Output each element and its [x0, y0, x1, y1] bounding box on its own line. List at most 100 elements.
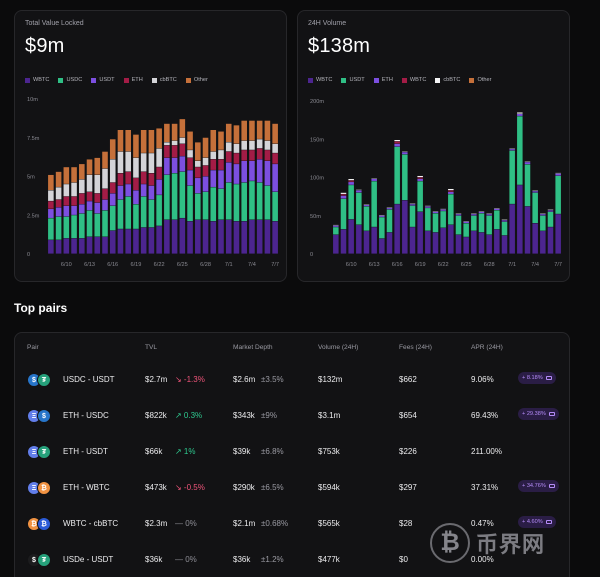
tvl-bar-segment[interactable]	[140, 227, 147, 254]
table-row[interactable]: Ξ ₿ ETH - WBTC $473k ↘ -0.5% $290k ±6.5%…	[15, 471, 569, 507]
tvl-bar-segment[interactable]	[125, 130, 131, 152]
volume-bar-segment[interactable]	[532, 223, 538, 254]
tvl-bar-segment[interactable]	[133, 190, 139, 204]
volume-bar-segment[interactable]	[356, 190, 362, 193]
tvl-bar-segment[interactable]	[117, 151, 124, 173]
volume-legend-item[interactable]: ETH	[373, 77, 393, 83]
tvl-bar-segment[interactable]	[117, 185, 124, 200]
tvl-bar-segment[interactable]	[164, 145, 170, 158]
tvl-bar-segment[interactable]	[55, 240, 62, 254]
tvl-bar-segment[interactable]	[125, 171, 131, 184]
volume-bar-segment[interactable]	[394, 140, 400, 142]
volume-bar-segment[interactable]	[494, 210, 500, 230]
tvl-bar-segment[interactable]	[233, 221, 240, 254]
tvl-bar-segment[interactable]	[63, 167, 70, 184]
volume-bar-segment[interactable]	[540, 215, 546, 231]
tvl-bar-segment[interactable]	[156, 148, 162, 167]
tvl-bar-segment[interactable]	[210, 221, 217, 254]
volume-bar-segment[interactable]	[494, 208, 500, 210]
volume-bar-segment[interactable]	[379, 238, 385, 254]
tvl-bar-segment[interactable]	[109, 193, 116, 206]
tvl-bar-segment[interactable]	[179, 156, 186, 172]
tvl-bar-segment[interactable]	[272, 221, 278, 254]
table-row[interactable]: $ ₮ USDC - USDT $2.7m ↘ -1.3% $2.6m ±3.5…	[15, 363, 569, 399]
volume-bar-segment[interactable]	[363, 206, 370, 231]
tvl-bar-segment[interactable]	[218, 188, 224, 220]
tvl-bar-segment[interactable]	[256, 182, 263, 220]
volume-bar-segment[interactable]	[478, 232, 485, 254]
tvl-bar-segment[interactable]	[109, 230, 116, 254]
pair-name[interactable]: USDC - USDT	[63, 375, 115, 384]
volume-bar-segment[interactable]	[448, 190, 454, 192]
volume-bar-segment[interactable]	[432, 213, 439, 233]
volume-bar-segment[interactable]	[440, 211, 446, 228]
table-row[interactable]: Ξ ₮ ETH - USDT $66k ↗ 1% $39k ±6.8% $753…	[15, 435, 569, 471]
tvl-bar-segment[interactable]	[218, 170, 224, 189]
tvl-bar-segment[interactable]	[241, 221, 247, 254]
volume-bar-segment[interactable]	[402, 200, 408, 254]
tvl-bar-segment[interactable]	[48, 201, 54, 209]
tvl-legend-item[interactable]: Other	[185, 77, 208, 83]
tvl-bar-segment[interactable]	[79, 204, 85, 214]
tvl-bar-segment[interactable]	[94, 157, 101, 175]
volume-bar-segment[interactable]	[471, 215, 477, 231]
volume-bar-segment[interactable]	[532, 192, 538, 223]
tvl-bar-segment[interactable]	[241, 161, 247, 183]
tvl-legend-item[interactable]: USDT	[91, 77, 115, 83]
tvl-bar-segment[interactable]	[156, 179, 162, 195]
tvl-bar-segment[interactable]	[256, 120, 263, 139]
col-header-tvl[interactable]: TVL	[145, 344, 158, 351]
tvl-bar-segment[interactable]	[187, 185, 193, 222]
volume-bar-segment[interactable]	[356, 192, 362, 225]
tvl-bar-segment[interactable]	[171, 140, 178, 146]
tvl-bar-segment[interactable]	[225, 151, 232, 163]
tvl-bar-segment[interactable]	[156, 128, 162, 149]
volume-bar-segment[interactable]	[340, 192, 347, 194]
volume-bar-segment[interactable]	[448, 188, 454, 191]
tvl-bar-segment[interactable]	[79, 193, 85, 204]
volume-bar-segment[interactable]	[417, 179, 423, 181]
volume-bar-segment[interactable]	[463, 237, 469, 254]
tvl-bar-segment[interactable]	[164, 142, 170, 146]
tvl-bar-segment[interactable]	[241, 140, 247, 150]
tvl-bar-segment[interactable]	[202, 137, 209, 158]
tvl-bar-segment[interactable]	[63, 216, 70, 239]
volume-legend-item[interactable]: WBTC	[401, 77, 426, 83]
tvl-bar-segment[interactable]	[86, 201, 93, 211]
volume-bar-segment[interactable]	[517, 116, 523, 185]
tvl-bar-segment[interactable]	[133, 204, 139, 229]
volume-bar-segment[interactable]	[478, 211, 485, 214]
tvl-bar-segment[interactable]	[94, 202, 101, 214]
tvl-bar-segment[interactable]	[117, 130, 124, 152]
tvl-bar-segment[interactable]	[79, 238, 85, 254]
tvl-bar-segment[interactable]	[249, 150, 255, 161]
tvl-bar-segment[interactable]	[55, 207, 62, 217]
tvl-bar-segment[interactable]	[148, 227, 155, 254]
tvl-bar-segment[interactable]	[63, 238, 70, 254]
tvl-bar-segment[interactable]	[156, 226, 162, 254]
tvl-legend-item[interactable]: WBTC	[25, 77, 49, 83]
tvl-bar-segment[interactable]	[264, 185, 271, 220]
volume-bar-segment[interactable]	[394, 141, 400, 144]
tvl-bar-segment[interactable]	[241, 120, 247, 141]
volume-legend-item[interactable]: USDT	[341, 77, 365, 83]
tvl-bar-segment[interactable]	[94, 236, 101, 254]
tvl-bar-segment[interactable]	[109, 182, 116, 194]
tvl-bar-segment[interactable]	[48, 174, 54, 191]
volume-bar-segment[interactable]	[524, 162, 531, 165]
tvl-bar-segment[interactable]	[272, 164, 278, 192]
tvl-bar-segment[interactable]	[241, 150, 247, 161]
tvl-bar-segment[interactable]	[210, 130, 217, 152]
apr-bonus-badge[interactable]: + 8.18%	[518, 372, 556, 384]
tvl-bar-segment[interactable]	[179, 137, 186, 144]
volume-bar-segment[interactable]	[417, 211, 423, 254]
tvl-bar-segment[interactable]	[272, 123, 278, 144]
tvl-bar-segment[interactable]	[264, 219, 271, 254]
volume-bar-segment[interactable]	[379, 217, 385, 239]
tvl-bar-segment[interactable]	[109, 159, 116, 183]
volume-bar-segment[interactable]	[409, 205, 416, 227]
volume-bar-segment[interactable]	[478, 213, 485, 233]
tvl-bar-segment[interactable]	[86, 174, 93, 192]
volume-bar-segment[interactable]	[471, 231, 477, 254]
tvl-bar-segment[interactable]	[249, 120, 255, 141]
